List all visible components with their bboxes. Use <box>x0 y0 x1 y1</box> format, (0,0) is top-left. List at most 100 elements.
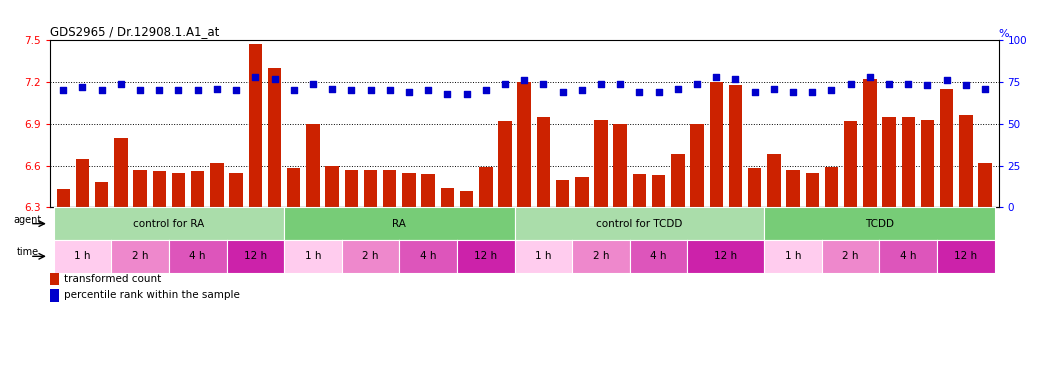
Point <box>419 88 436 94</box>
Point <box>151 88 167 94</box>
Text: 12 h: 12 h <box>244 251 267 262</box>
Bar <box>383 170 397 207</box>
Bar <box>556 179 569 207</box>
Text: 1 h: 1 h <box>785 251 801 262</box>
Bar <box>326 166 338 207</box>
Point <box>381 88 398 94</box>
Point <box>227 88 244 94</box>
Point <box>804 89 821 95</box>
Text: 1 h: 1 h <box>305 251 321 262</box>
Point <box>74 84 90 90</box>
Bar <box>248 45 262 207</box>
Text: 4 h: 4 h <box>190 251 206 262</box>
Text: control for RA: control for RA <box>133 218 204 229</box>
Point <box>977 86 993 92</box>
Point <box>132 88 148 94</box>
Bar <box>825 167 839 207</box>
Text: GDS2965 / Dr.12908.1.A1_at: GDS2965 / Dr.12908.1.A1_at <box>50 25 219 38</box>
Point <box>843 81 859 87</box>
Point <box>55 88 72 94</box>
Bar <box>50 289 59 302</box>
Bar <box>921 120 934 207</box>
Bar <box>940 89 954 207</box>
Bar <box>844 121 857 207</box>
Point <box>670 86 686 92</box>
Bar <box>191 171 204 207</box>
Bar <box>94 182 108 207</box>
Bar <box>480 167 492 207</box>
Bar <box>595 120 607 207</box>
Bar <box>882 117 896 207</box>
Text: TCDD: TCDD <box>865 218 894 229</box>
Point <box>631 89 648 95</box>
Point <box>93 88 110 94</box>
Point <box>958 82 975 88</box>
Text: RA: RA <box>392 218 406 229</box>
Point <box>938 77 955 83</box>
Text: agent: agent <box>13 215 42 225</box>
Bar <box>50 273 59 285</box>
Text: transformed count: transformed count <box>64 274 162 284</box>
Text: 12 h: 12 h <box>954 251 978 262</box>
Bar <box>633 174 646 207</box>
Bar <box>403 172 415 207</box>
Text: percentile rank within the sample: percentile rank within the sample <box>64 290 240 300</box>
Text: 4 h: 4 h <box>420 251 436 262</box>
Point <box>881 81 898 87</box>
Point <box>785 89 801 95</box>
Point <box>612 81 629 87</box>
Point <box>170 88 187 94</box>
Point <box>112 81 129 87</box>
Bar <box>613 124 627 207</box>
Point <box>285 88 302 94</box>
Bar <box>210 163 223 207</box>
Point <box>823 88 840 94</box>
Point <box>862 74 878 80</box>
Bar <box>690 124 704 207</box>
Bar <box>171 172 185 207</box>
Point <box>189 88 206 94</box>
Point <box>209 86 225 92</box>
Bar <box>787 170 800 207</box>
Bar <box>306 124 320 207</box>
Bar <box>805 172 819 207</box>
Point <box>651 89 667 95</box>
Bar <box>114 138 128 207</box>
Point <box>439 91 456 97</box>
Bar <box>672 154 684 207</box>
Bar <box>959 116 973 207</box>
Bar <box>518 82 530 207</box>
Text: 12 h: 12 h <box>474 251 497 262</box>
Bar <box>748 168 761 207</box>
Bar <box>729 85 742 207</box>
Point <box>728 76 744 82</box>
Bar <box>76 159 89 207</box>
Point <box>324 86 340 92</box>
Point <box>689 81 706 87</box>
Point <box>920 82 936 88</box>
Text: 4 h: 4 h <box>900 251 917 262</box>
Point <box>900 81 917 87</box>
Point <box>746 89 763 95</box>
Bar <box>364 170 377 207</box>
Bar <box>441 188 454 207</box>
Bar <box>229 172 243 207</box>
Point <box>593 81 609 87</box>
Text: %: % <box>999 29 1009 39</box>
Text: 2 h: 2 h <box>132 251 148 262</box>
Text: 2 h: 2 h <box>843 251 858 262</box>
Point <box>343 88 359 94</box>
Point <box>516 77 532 83</box>
Bar <box>979 163 992 207</box>
Bar <box>345 170 358 207</box>
Bar <box>537 117 550 207</box>
Bar <box>652 175 665 207</box>
Point <box>401 89 417 95</box>
Bar <box>133 170 146 207</box>
Bar <box>498 121 512 207</box>
Point <box>496 81 513 87</box>
Point <box>554 89 571 95</box>
Text: 1 h: 1 h <box>536 251 551 262</box>
Point <box>247 74 264 80</box>
Text: 1 h: 1 h <box>75 251 90 262</box>
